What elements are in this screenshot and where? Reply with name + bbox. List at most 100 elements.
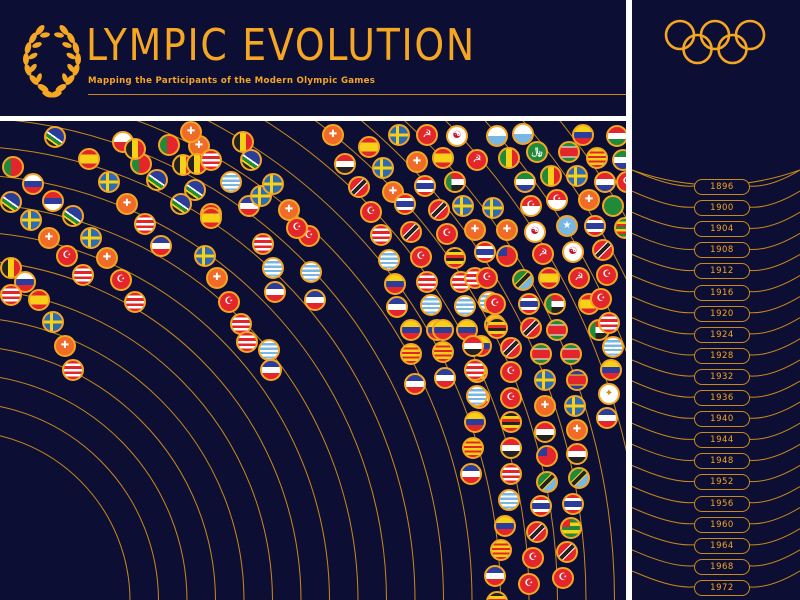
flag-sudan-icon[interactable]: [544, 293, 566, 315]
flag-uruguay-icon[interactable]: [258, 339, 280, 361]
flag-switzerland-icon[interactable]: ✚: [322, 124, 344, 146]
flag-tunisia-icon[interactable]: ☪: [500, 361, 522, 383]
flag-sweden-icon[interactable]: [566, 165, 588, 187]
flag-syria-icon[interactable]: [566, 443, 588, 465]
flag-saudi-arabia-icon[interactable]: ﷼: [526, 141, 548, 163]
flag-sweden-icon[interactable]: [194, 245, 216, 267]
flag-serbia-icon[interactable]: [42, 190, 64, 212]
flag-switzerland-icon[interactable]: ✚: [54, 335, 76, 357]
flag-tanzania-icon[interactable]: [536, 471, 558, 493]
flag-syria-icon[interactable]: [462, 335, 484, 357]
flag-uruguay-icon[interactable]: [378, 249, 400, 271]
flag-trinidad-tobago-icon[interactable]: [348, 176, 370, 198]
flag-united-states-icon[interactable]: [500, 463, 522, 485]
flag-italy-icon[interactable]: [514, 171, 536, 193]
flag-switzerland-icon[interactable]: ✚: [496, 219, 518, 241]
flag-turkey-icon[interactable]: ☪: [590, 288, 612, 310]
flag-turkey-icon[interactable]: ☪: [500, 387, 522, 409]
flag-south-africa-icon[interactable]: [146, 169, 168, 191]
flag-portugal-icon[interactable]: [158, 134, 180, 156]
flag-sweden-icon[interactable]: [534, 369, 556, 391]
flag-sweden-icon[interactable]: [564, 395, 586, 417]
flag-france-icon[interactable]: [386, 296, 408, 318]
flag-south-vietnam-icon[interactable]: [432, 341, 454, 363]
flag-trinidad-tobago-icon[interactable]: [428, 199, 450, 221]
flag-france-icon[interactable]: [434, 367, 456, 389]
flag-sweden-icon[interactable]: [388, 124, 410, 146]
flag-venezuela-icon[interactable]: [494, 515, 516, 537]
flag-sweden-icon[interactable]: [372, 157, 394, 179]
flag-zimbabwe-icon[interactable]: [614, 217, 626, 239]
flag-san-marino-icon[interactable]: [512, 123, 534, 145]
flag-spain-icon[interactable]: [432, 147, 454, 169]
flag-south-africa-icon[interactable]: [62, 205, 84, 227]
flag-sweden-icon[interactable]: [98, 171, 120, 193]
flag-senegal-icon[interactable]: [498, 147, 520, 169]
flag-taiwan-icon[interactable]: [536, 445, 558, 467]
flag-tanzania-icon[interactable]: [512, 269, 534, 291]
flag-turkey-icon[interactable]: ☪: [360, 201, 382, 223]
flag-south-vietnam-icon[interactable]: [400, 343, 422, 365]
flag-sweden-icon[interactable]: [482, 197, 504, 219]
flag-tunisia-icon[interactable]: ☪: [616, 171, 626, 193]
flag-trinidad-tobago-icon[interactable]: [500, 337, 522, 359]
flag-switzerland-icon[interactable]: ✚: [464, 219, 486, 241]
flag-turkey-icon[interactable]: ☪: [484, 293, 506, 315]
flag-south-korea-icon[interactable]: ☯: [524, 221, 546, 243]
flag-taiwan-icon[interactable]: [496, 245, 518, 267]
flag-syria-icon[interactable]: [534, 421, 556, 443]
flag-thailand-icon[interactable]: [518, 293, 540, 315]
flag-switzerland-icon[interactable]: ✚: [566, 419, 588, 441]
flag-switzerland-icon[interactable]: ✚: [534, 395, 556, 417]
flag-uruguay-icon[interactable]: [498, 489, 520, 511]
flag-trinidad-tobago-icon[interactable]: [556, 541, 578, 563]
flag-venezuela-icon[interactable]: [572, 124, 594, 146]
flag-syria-icon[interactable]: [334, 153, 356, 175]
flag-south-africa-icon[interactable]: [184, 179, 206, 201]
flag-thailand-icon[interactable]: [584, 215, 606, 237]
flag-spain-icon[interactable]: [28, 289, 50, 311]
flag-turkey-icon[interactable]: ☪: [218, 291, 240, 313]
flag-switzerland-icon[interactable]: ✚: [406, 151, 428, 173]
flag-united-states-icon[interactable]: [124, 291, 146, 313]
flag-turkey-icon[interactable]: ☪: [410, 246, 432, 268]
flag-spain-icon[interactable]: [78, 148, 100, 170]
flag-togo-icon[interactable]: [560, 517, 582, 539]
flag-venezuela-icon[interactable]: [600, 359, 622, 381]
flag-soviet-union-icon[interactable]: ☭: [466, 149, 488, 171]
flag-south-vietnam-icon[interactable]: [462, 437, 484, 459]
flag-syria-icon[interactable]: [500, 437, 522, 459]
flag-thailand-icon[interactable]: [530, 495, 552, 517]
flag-belgium-icon[interactable]: [124, 138, 146, 160]
flag-suriname-icon[interactable]: [530, 343, 552, 365]
flag-uruguay-icon[interactable]: [602, 336, 624, 358]
flag-united-states-icon[interactable]: [236, 331, 258, 353]
flag-south-vietnam-icon[interactable]: [586, 147, 608, 169]
flag-france-icon[interactable]: [460, 463, 482, 485]
flag-sierra-leone-icon[interactable]: [612, 149, 626, 171]
flag-uruguay-icon[interactable]: [466, 385, 488, 407]
flag-thailand-icon[interactable]: [394, 193, 416, 215]
flag-france-icon[interactable]: [484, 565, 506, 587]
flag-trinidad-tobago-icon[interactable]: [520, 317, 542, 339]
flag-somalia-icon[interactable]: ★: [556, 215, 578, 237]
flag-spain-icon[interactable]: [200, 207, 222, 229]
flag-thailand-icon[interactable]: [414, 175, 436, 197]
flag-suriname-icon[interactable]: [560, 343, 582, 365]
flag-zambia-icon[interactable]: [602, 195, 624, 217]
flag-united-states-icon[interactable]: [62, 359, 84, 381]
flag-united-states-icon[interactable]: [598, 312, 620, 334]
flag-singapore-icon[interactable]: ☪: [520, 195, 542, 217]
flag-uganda-icon[interactable]: [500, 411, 522, 433]
flag-uruguay-icon[interactable]: [220, 171, 242, 193]
flag-sweden-icon[interactable]: [262, 173, 284, 195]
flag-russia-icon[interactable]: [22, 173, 44, 195]
flag-sweden-icon[interactable]: [20, 209, 42, 231]
flag-turkey-icon[interactable]: ☪: [56, 245, 78, 267]
flag-trinidad-tobago-icon[interactable]: [526, 521, 548, 543]
flag-spain-icon[interactable]: [358, 136, 380, 158]
flag-netherlands-icon[interactable]: [594, 171, 616, 193]
flag-trinidad-tobago-icon[interactable]: [592, 239, 614, 261]
flag-united-states-icon[interactable]: [134, 213, 156, 235]
flag-turkey-icon[interactable]: ☪: [518, 573, 540, 595]
